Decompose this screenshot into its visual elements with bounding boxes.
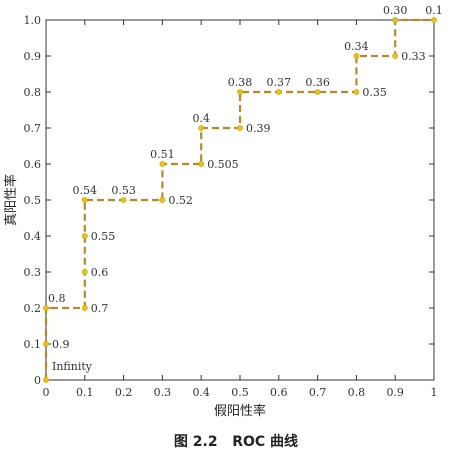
y-tick-label: 0.2 bbox=[24, 302, 42, 315]
roc-curve-line bbox=[44, 18, 434, 380]
roc-point-marker bbox=[237, 89, 243, 95]
roc-point-marker bbox=[198, 125, 205, 131]
roc-markers bbox=[43, 17, 437, 383]
plot-frame bbox=[45, 19, 435, 381]
x-axis-ticks: 0 0.1 0.2 0.3 0.4 0.5 0.6 0.7 0.8 0.9 1 bbox=[43, 20, 438, 399]
y-tick-label: 0.7 bbox=[24, 122, 42, 135]
roc-point-label: 0.53 bbox=[111, 184, 136, 197]
roc-point-label: 0.34 bbox=[344, 40, 369, 53]
y-tick-label: 1.0 bbox=[24, 14, 42, 27]
roc-point-marker bbox=[237, 125, 243, 131]
roc-point-marker bbox=[43, 377, 49, 383]
roc-point-label: 0.39 bbox=[246, 122, 271, 135]
roc-point-marker bbox=[120, 197, 127, 203]
roc-point-label: 0.1 bbox=[425, 4, 443, 17]
roc-point-marker bbox=[431, 17, 437, 23]
roc-point-marker bbox=[43, 341, 49, 347]
roc-point-label: 0.7 bbox=[91, 302, 109, 315]
roc-point-label: 0.38 bbox=[228, 76, 253, 89]
y-tick-label: 0.4 bbox=[24, 230, 42, 243]
roc-point-marker bbox=[81, 233, 88, 239]
roc-point-label: 0.9 bbox=[52, 338, 70, 351]
roc-point-marker bbox=[353, 89, 360, 95]
roc-point-marker bbox=[314, 89, 321, 95]
roc-point-marker bbox=[43, 305, 49, 311]
x-tick-label: 0.2 bbox=[115, 386, 133, 399]
roc-point-labels: Infinity 0.9 0.8 0.7 0.6 0.55 0.54 0.53 0.52 0.51… bbox=[48, 4, 443, 373]
roc-point-marker bbox=[159, 161, 166, 167]
roc-point-label: 0.505 bbox=[207, 158, 239, 171]
roc-point-label: 0.54 bbox=[73, 184, 98, 197]
roc-point-label: 0.8 bbox=[48, 292, 66, 305]
y-tick-label: 0.6 bbox=[24, 158, 42, 171]
y-tick-label: 0.3 bbox=[24, 266, 42, 279]
roc-point-marker bbox=[81, 269, 88, 275]
roc-point-label: 0.52 bbox=[168, 194, 193, 207]
figure-caption: 图 2.2 ROC 曲线 bbox=[174, 433, 298, 450]
x-tick-label: 1 bbox=[431, 386, 438, 399]
x-tick-label: 0.5 bbox=[231, 386, 249, 399]
x-axis-label: 假阳性率 bbox=[214, 403, 266, 419]
y-tick-label: 0.8 bbox=[24, 86, 42, 99]
roc-point-label: Infinity bbox=[52, 360, 93, 373]
roc-point-marker bbox=[81, 305, 88, 311]
y-tick-label: 0.1 bbox=[24, 338, 42, 351]
roc-point-label: 0.33 bbox=[401, 50, 426, 63]
roc-point-marker bbox=[275, 89, 282, 95]
roc-point-label: 0.55 bbox=[91, 230, 116, 243]
x-tick-label: 0.4 bbox=[192, 386, 210, 399]
roc-point-marker bbox=[81, 197, 88, 203]
y-axis-label: 真阳性率 bbox=[3, 174, 19, 226]
x-tick-label: 0.6 bbox=[270, 386, 288, 399]
roc-point-label: 0.35 bbox=[362, 86, 387, 99]
x-tick-label: 0.9 bbox=[386, 386, 404, 399]
x-tick-label: 0 bbox=[43, 386, 50, 399]
roc-point-marker bbox=[392, 53, 399, 59]
roc-point-label: 0.30 bbox=[383, 4, 408, 17]
roc-point-label: 0.4 bbox=[192, 112, 210, 125]
roc-point-label: 0.37 bbox=[267, 76, 292, 89]
x-tick-label: 0.7 bbox=[309, 386, 327, 399]
roc-point-label: 0.6 bbox=[91, 266, 109, 279]
roc-point-marker bbox=[159, 197, 166, 203]
y-axis-ticks: 0 0.1 0.2 0.3 0.4 0.5 0.6 0.7 0.8 0.9 1.0 bbox=[24, 14, 434, 387]
roc-point-label: 0.36 bbox=[305, 76, 330, 89]
roc-point-marker bbox=[198, 161, 205, 167]
roc-point-marker bbox=[353, 53, 360, 59]
y-tick-label: 0 bbox=[34, 374, 41, 387]
y-tick-label: 0.9 bbox=[24, 50, 42, 63]
roc-point-label: 0.51 bbox=[150, 148, 175, 161]
x-tick-label: 0.1 bbox=[76, 386, 94, 399]
y-tick-label: 0.5 bbox=[24, 194, 42, 207]
x-tick-label: 0.8 bbox=[348, 386, 366, 399]
roc-point-marker bbox=[392, 17, 399, 23]
x-tick-label: 0.3 bbox=[154, 386, 172, 399]
